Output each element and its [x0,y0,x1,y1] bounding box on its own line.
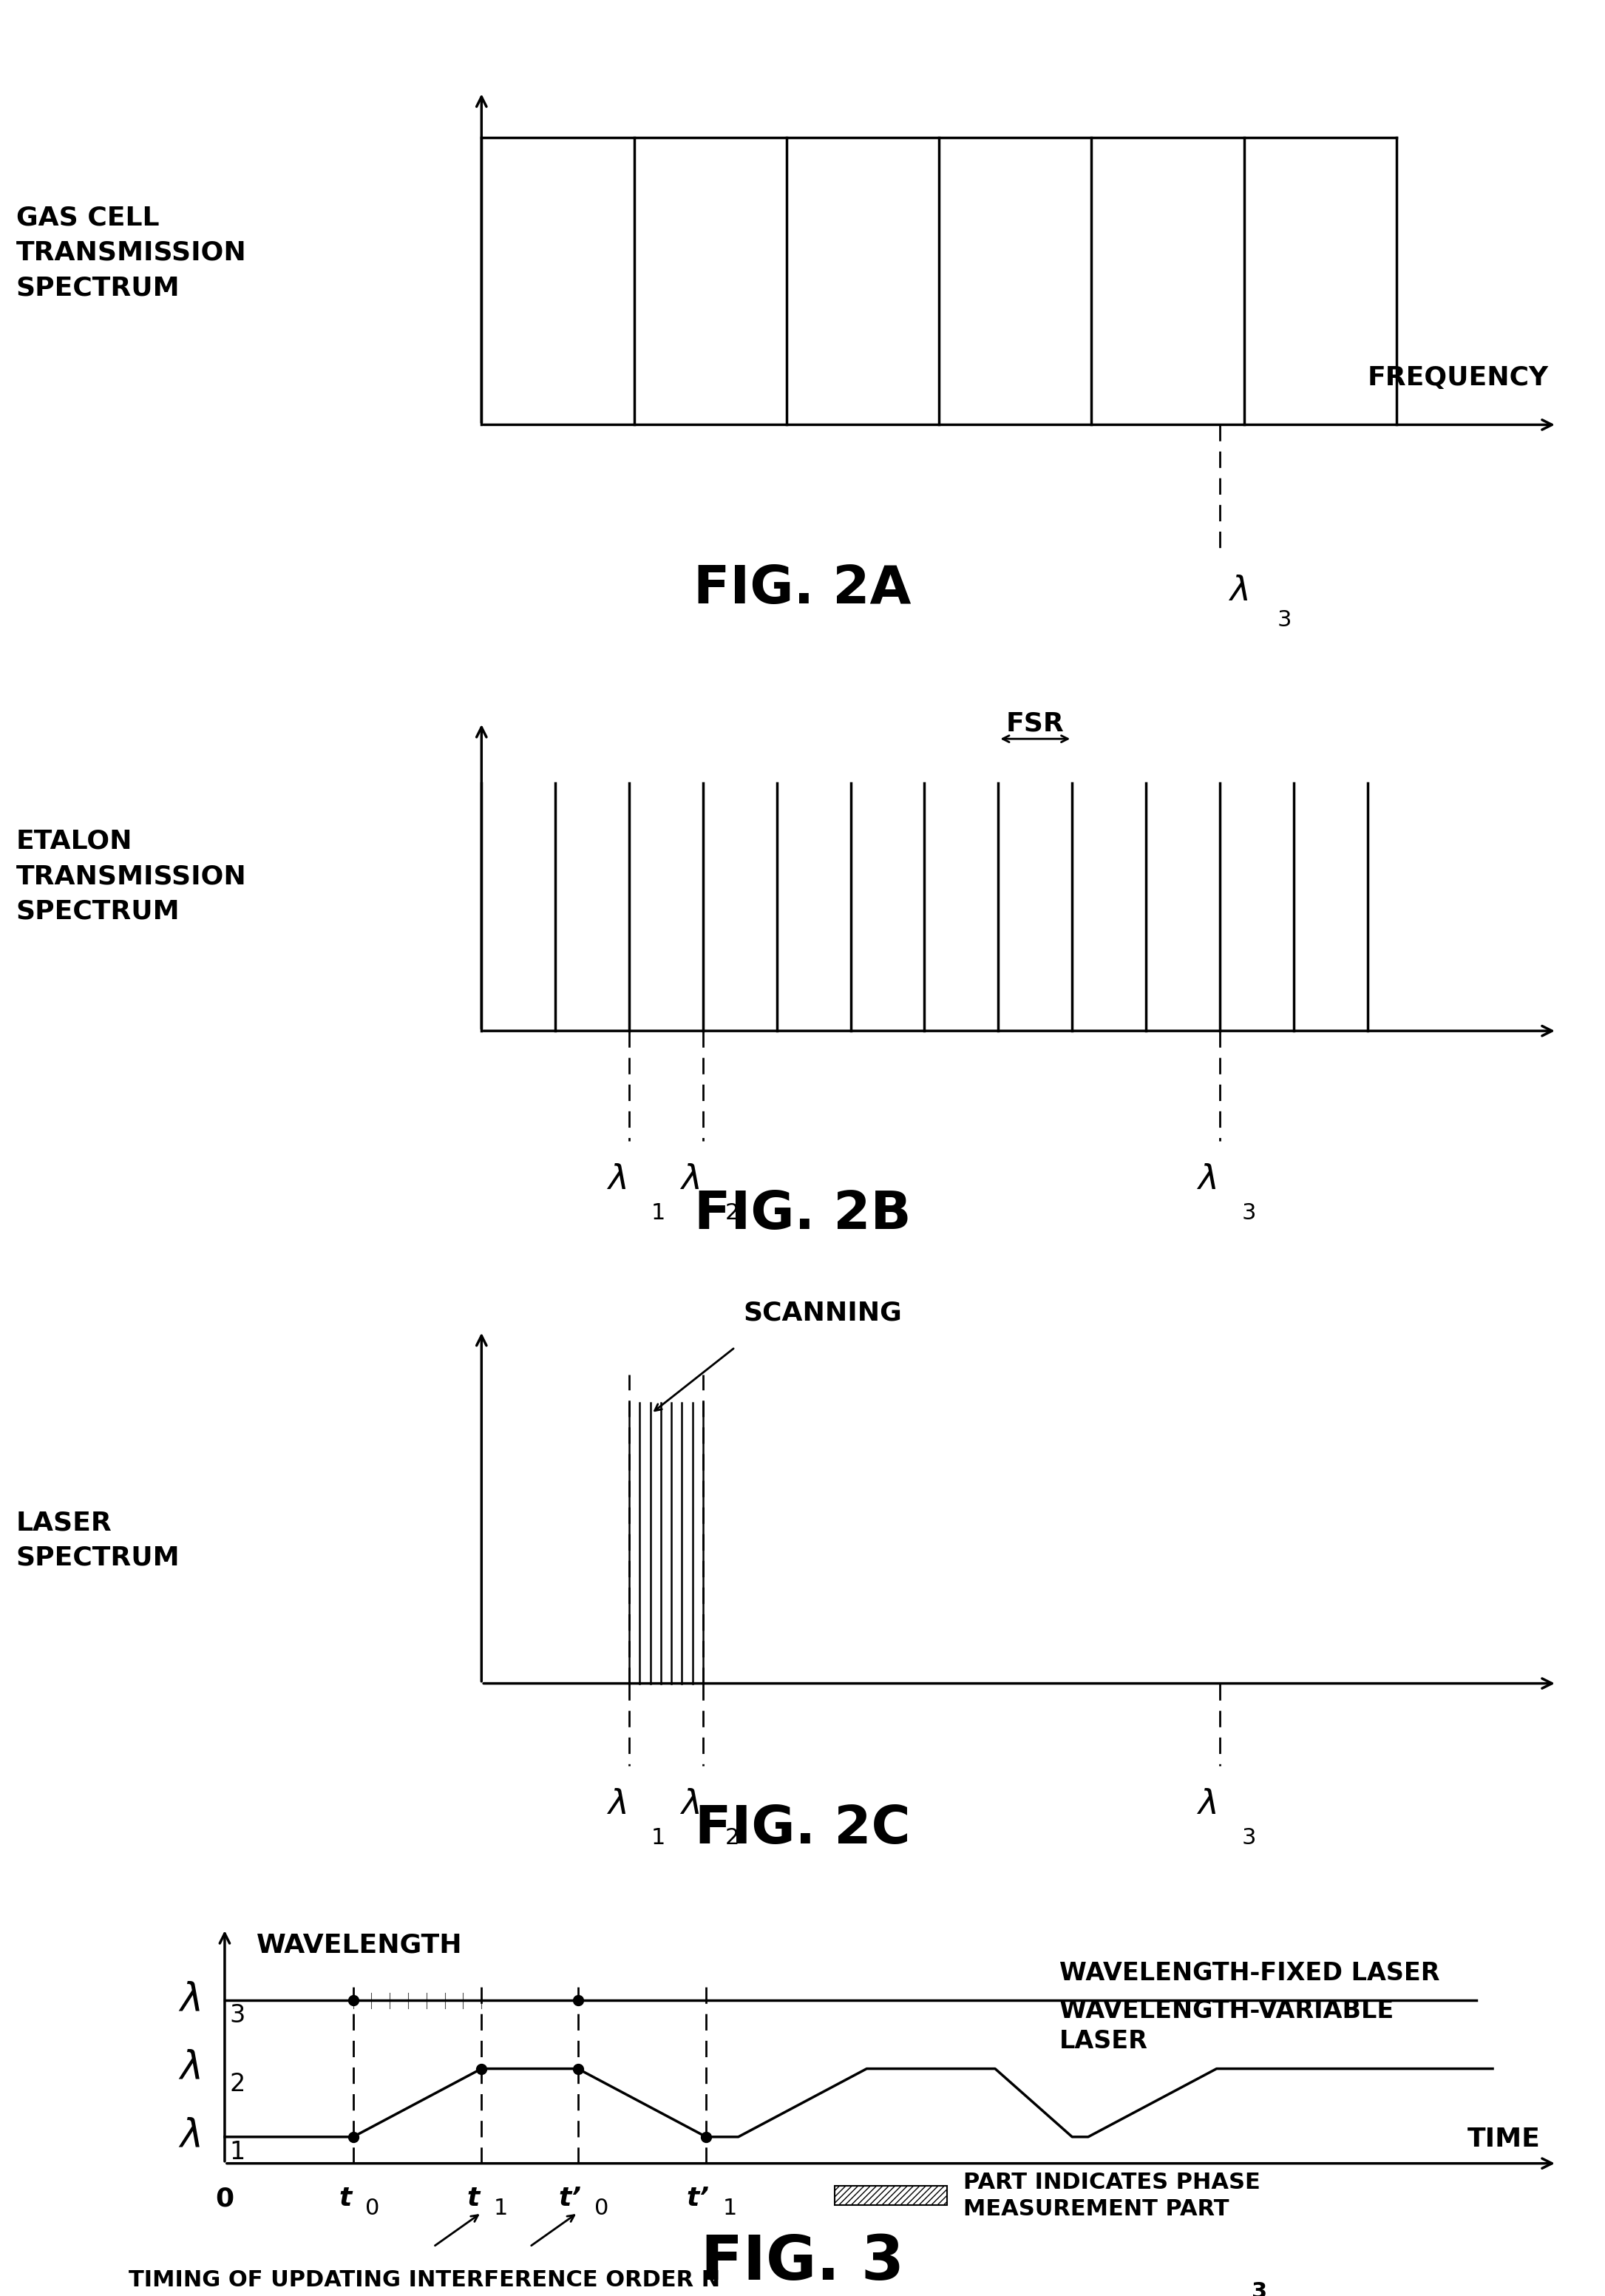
Text: TIME: TIME [1467,2126,1541,2151]
Text: 1: 1 [652,1828,664,1848]
Text: t’: t’ [559,2186,581,2211]
Text: 3: 3 [1252,2280,1268,2296]
Text: WAVELENGTH: WAVELENGTH [257,1933,462,1958]
Text: FREQUENCY: FREQUENCY [1367,365,1549,390]
Text: $\lambda$: $\lambda$ [679,1789,700,1821]
Text: FIG. 3: FIG. 3 [701,2232,904,2291]
Text: FSR: FSR [1006,712,1064,737]
Text: 1: 1 [494,2197,507,2218]
Text: 3: 3 [1278,608,1292,631]
Text: $\lambda$: $\lambda$ [605,1164,626,1196]
Text: $\lambda$: $\lambda$ [1228,574,1249,608]
Text: SCANNING: SCANNING [743,1300,902,1325]
Text: $\lambda$: $\lambda$ [1196,1789,1217,1821]
Text: $\lambda$: $\lambda$ [679,1164,700,1196]
Text: 3: 3 [1242,1828,1255,1848]
Text: t: t [339,2186,351,2211]
Text: FIG. 2A: FIG. 2A [693,563,912,613]
Text: 1: 1 [652,1203,664,1224]
Text: TIMING OF UPDATING INTERFERENCE ORDER N: TIMING OF UPDATING INTERFERENCE ORDER N [128,2268,721,2291]
Text: 2: 2 [725,1828,738,1848]
Text: FIG. 2C: FIG. 2C [695,1802,910,1855]
Text: 2: 2 [725,1203,738,1224]
Text: PART INDICATES PHASE
MEASUREMENT PART: PART INDICATES PHASE MEASUREMENT PART [963,2172,1260,2220]
Text: 3: 3 [230,2004,246,2027]
Text: 0: 0 [366,2197,379,2218]
Text: ETALON
TRANSMISSION
SPECTRUM: ETALON TRANSMISSION SPECTRUM [16,829,247,925]
Text: 1: 1 [724,2197,737,2218]
Text: 0: 0 [215,2186,234,2211]
Text: 2: 2 [230,2071,246,2096]
Text: LASER
SPECTRUM: LASER SPECTRUM [16,1511,180,1570]
Text: $\lambda$: $\lambda$ [178,2050,201,2087]
Text: t’: t’ [687,2186,709,2211]
Text: 0: 0 [595,2197,608,2218]
Text: t: t [467,2186,480,2211]
Text: $\lambda$: $\lambda$ [178,2117,201,2156]
Text: $\lambda$: $\lambda$ [178,1981,201,2020]
Text: $\lambda$: $\lambda$ [605,1789,626,1821]
Text: GAS CELL
TRANSMISSION
SPECTRUM: GAS CELL TRANSMISSION SPECTRUM [16,204,247,301]
Text: WAVELENGTH-FIXED LASER: WAVELENGTH-FIXED LASER [1059,1961,1440,1986]
Text: 1: 1 [230,2140,246,2165]
Text: 3: 3 [1242,1203,1255,1224]
Text: $\lambda$: $\lambda$ [1196,1164,1217,1196]
Text: FIG. 2B: FIG. 2B [693,1189,912,1240]
Text: WAVELENGTH-VARIABLE
LASER: WAVELENGTH-VARIABLE LASER [1059,2000,1393,2053]
